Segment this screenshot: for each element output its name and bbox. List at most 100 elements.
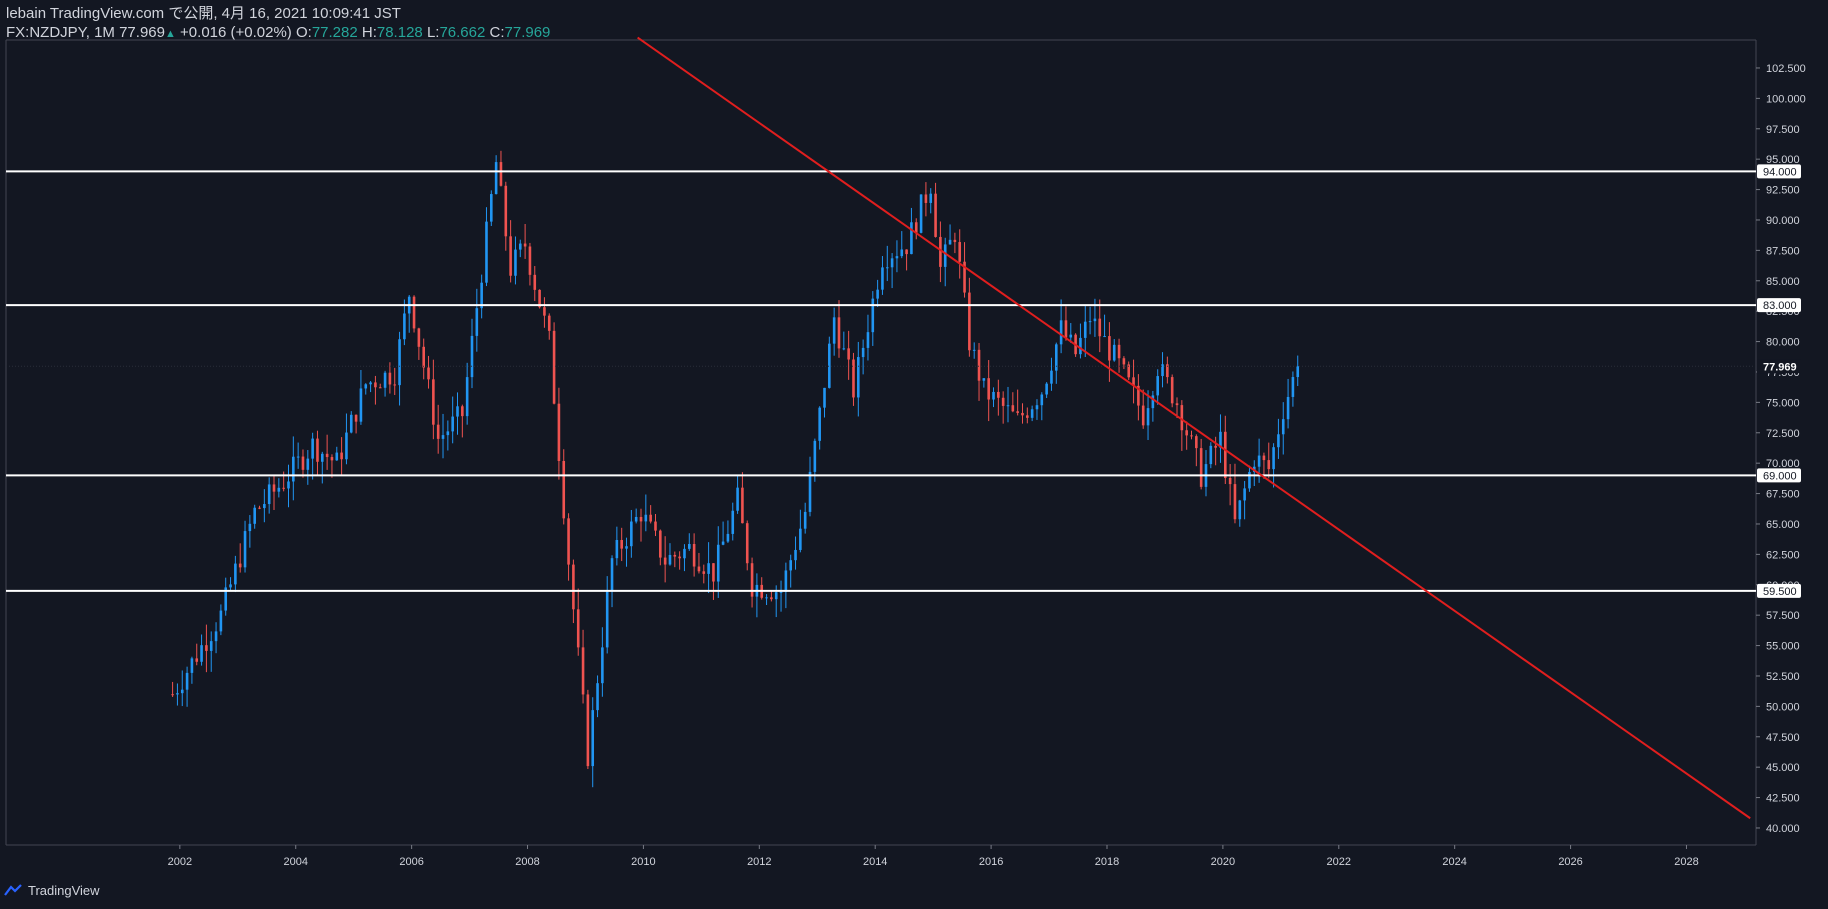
candle-body — [1093, 318, 1097, 322]
candle-body — [997, 391, 1000, 398]
footer-brand[interactable]: TradingView — [4, 879, 100, 901]
candle-body — [639, 516, 643, 522]
candle-body — [576, 609, 580, 648]
price-axis[interactable]: 40.000 42.500 45.000 47.500 50.000 52.500 55.0… — [1756, 63, 1806, 835]
candle-body — [707, 563, 710, 574]
candle-body — [649, 514, 652, 522]
candle-body — [726, 533, 730, 542]
time-tick-label: 2002 — [168, 856, 192, 868]
close-label: C: — [489, 24, 505, 41]
candle-body — [953, 239, 957, 243]
candle-body — [857, 357, 860, 398]
candle-body — [683, 548, 686, 559]
candle-body — [876, 289, 879, 299]
candle-body — [842, 348, 846, 350]
candle-body — [716, 544, 720, 582]
candle-body — [673, 554, 677, 557]
candle-body — [306, 458, 310, 470]
candle-body — [1272, 447, 1275, 470]
candle-body — [1146, 408, 1150, 426]
candle-body — [465, 377, 469, 417]
candle-body — [1083, 321, 1087, 338]
candle-body — [919, 194, 923, 233]
time-tick-label: 2006 — [399, 856, 423, 868]
low-label: L: — [426, 24, 440, 41]
candle-body — [1214, 445, 1217, 448]
high-label: H: — [361, 24, 377, 41]
candle-body — [388, 372, 392, 385]
price-tick-label: 97.500 — [1766, 124, 1800, 136]
candle-body — [818, 407, 821, 441]
candle-body — [1054, 344, 1058, 371]
open-label: O: — [295, 24, 312, 41]
candle-body — [480, 282, 483, 309]
candle-body — [528, 246, 532, 275]
level-label-bg — [1757, 583, 1801, 598]
candle-body — [929, 193, 933, 203]
candle-body — [610, 558, 614, 592]
candle-body — [774, 592, 778, 600]
candle-body — [1112, 344, 1116, 361]
level-label: 59.500 — [1763, 586, 1797, 598]
candle-body — [325, 453, 329, 458]
candle-body — [958, 242, 962, 262]
candle-body — [1286, 396, 1290, 420]
candle-body — [359, 388, 363, 422]
candle-body — [591, 710, 595, 767]
candle-body — [1175, 403, 1179, 406]
candle-body — [1238, 500, 1242, 520]
price-tick-label: 62.500 — [1766, 549, 1800, 561]
time-tick-label: 2016 — [979, 856, 1003, 868]
time-axis[interactable]: 2002 2004 2006 2008 2010 2012 2014 2016 2018 2020… — [168, 845, 1699, 868]
candle-body — [1026, 415, 1029, 418]
candle-body — [432, 379, 435, 425]
candle-body — [1219, 431, 1222, 448]
candle-body — [630, 521, 633, 547]
time-tick-label: 2012 — [747, 856, 771, 868]
candle-body — [180, 689, 184, 694]
candle-body — [1016, 411, 1019, 413]
candle-body — [890, 258, 894, 268]
candle-body — [1064, 320, 1068, 338]
candle-body — [702, 571, 706, 574]
candle-body — [1156, 376, 1159, 396]
trendline-group[interactable] — [637, 36, 1751, 820]
candle-body — [190, 658, 194, 673]
candle-body — [287, 481, 290, 489]
candle-body — [721, 541, 725, 545]
candle-body — [1161, 364, 1164, 377]
candle-body — [176, 693, 179, 695]
candle-body — [654, 521, 657, 531]
price-tick-label: 75.000 — [1766, 397, 1800, 409]
price-tick-label: 67.500 — [1766, 489, 1800, 501]
candle-body — [562, 460, 566, 519]
candle-body — [934, 193, 937, 237]
candle-body — [417, 328, 421, 347]
candle-body — [345, 432, 348, 460]
candle-body — [586, 694, 590, 767]
level-label-bg — [1757, 164, 1801, 179]
candle-body — [504, 185, 508, 237]
candle-body — [436, 424, 440, 439]
candle-body — [533, 274, 537, 290]
time-tick-label: 2022 — [1327, 856, 1351, 868]
candle-body — [547, 315, 551, 331]
close-value: 77.969 — [504, 24, 551, 41]
candle-body — [1006, 405, 1010, 407]
level-label: 69.000 — [1763, 470, 1797, 482]
price-tick-label: 80.000 — [1766, 337, 1800, 349]
candle-body — [910, 222, 913, 255]
horizontal-levels[interactable] — [6, 170, 1756, 592]
candle-body — [663, 557, 667, 565]
candle-body — [1030, 409, 1034, 418]
candle-body — [866, 332, 870, 348]
candle-body — [832, 317, 836, 344]
high-value: 78.128 — [376, 24, 423, 41]
candle-body — [1277, 434, 1280, 448]
candle-body — [963, 261, 966, 293]
candle-body — [543, 307, 546, 316]
price-tick-label: 45.000 — [1766, 762, 1800, 774]
time-tick-label: 2026 — [1558, 856, 1582, 868]
candle-body — [943, 244, 947, 267]
